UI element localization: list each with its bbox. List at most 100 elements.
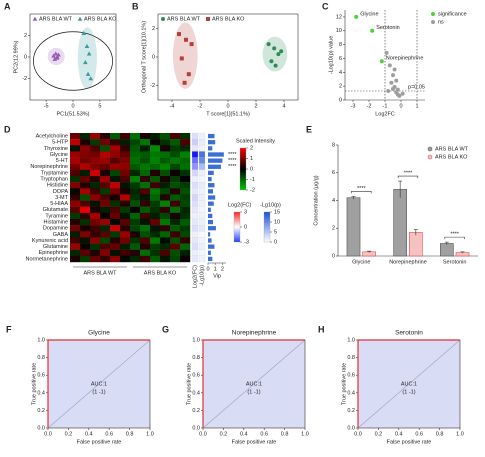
heatmap-cell [70, 188, 81, 195]
point [186, 72, 191, 77]
heatmap-cell [90, 182, 101, 189]
heatmap-cell [140, 255, 151, 263]
heatmap-cell [100, 212, 111, 220]
heatmap-cell [100, 219, 111, 226]
vip-bar [208, 133, 215, 139]
chart-title: Glycine [88, 330, 110, 337]
column-label: -Lg10(p) [199, 265, 205, 286]
heatmap-cell [120, 157, 131, 164]
heatmap-cell [110, 243, 121, 250]
x-tick-label: 0.2 [375, 431, 383, 437]
heatmap-cell [100, 139, 111, 146]
x-tick-label: 0.8 [281, 431, 289, 437]
heatmap-cell [100, 249, 111, 257]
heatmap-cell [100, 200, 111, 207]
heatmap-cell [160, 194, 171, 201]
heatmap-cell [160, 157, 171, 164]
x-tick-label: 2 [254, 103, 257, 109]
p-cell [198, 194, 206, 201]
colorbar-tick-label: 15 [274, 209, 280, 215]
heatmap-cell [100, 188, 111, 195]
heatmap-cell [140, 169, 151, 177]
significance-label: **** [450, 232, 459, 238]
heatmap-cell [140, 163, 151, 171]
heatmap-cell [130, 225, 141, 232]
heatmap-cell [120, 200, 131, 207]
heatmap-cell [170, 182, 181, 189]
heatmap-cell [130, 243, 141, 250]
heatmap-cell [140, 231, 151, 238]
heatmap-cell [80, 163, 91, 171]
point [189, 42, 194, 47]
heatmap-cell [70, 139, 81, 146]
heatmap-cell [160, 249, 171, 257]
y-tick-label: 0.2 [347, 408, 355, 414]
x-tick-label: 0.0 [44, 431, 52, 437]
y-axis-label: PC2(12.99%) [13, 40, 19, 73]
heatmap-cell [180, 133, 191, 140]
heatmap-cell [170, 176, 181, 183]
heatmap-cell [160, 225, 171, 232]
heatmap-cell [80, 194, 91, 201]
x-tick-label: Glycine [352, 259, 370, 265]
colorbar-title: Scaled Intensity [236, 138, 275, 144]
y-tick-label: 4 [339, 70, 342, 76]
legend-marker [427, 146, 433, 152]
legend-label: ARS BLA KO [212, 16, 245, 22]
heatmap-cell [120, 145, 131, 152]
p-cell [198, 218, 206, 226]
colorbar-tick-label: 0 [250, 166, 253, 172]
heatmap-cell [150, 133, 161, 140]
row-label: Glutamine [43, 244, 68, 250]
row-label: Acetylcholine [36, 134, 68, 140]
point-label: Serotonin [376, 25, 400, 31]
fc-cell [191, 188, 199, 195]
point-label: Glycine [360, 11, 378, 17]
colorbar-tick-label: 0 [274, 239, 277, 245]
heatmap-cell [120, 219, 131, 226]
point [370, 28, 375, 33]
p-cell [198, 237, 206, 244]
point [397, 93, 402, 98]
legend-label: ARS BLA KO [84, 16, 117, 22]
point [182, 80, 187, 85]
y-tick-label: 0.8 [192, 355, 200, 361]
heatmap-cell [160, 237, 171, 244]
row-label: Glycine [50, 152, 68, 158]
significance-label: **** [228, 152, 237, 158]
heatmap-cell [90, 212, 101, 220]
y-tick-label: 0.8 [37, 355, 45, 361]
heatmap-cell [180, 243, 191, 250]
heatmap-cell [150, 255, 161, 263]
heatmap-cell [180, 237, 191, 244]
row-label: Thyroxine [44, 146, 68, 152]
row-label: 5-HTP [52, 140, 68, 146]
fc-cell [191, 231, 199, 238]
row-label: Tryptophan [40, 177, 68, 183]
fc-cell [191, 255, 199, 263]
heatmap-cell [180, 219, 191, 226]
point [392, 84, 397, 89]
heatmap-cell [90, 157, 101, 164]
heatmap-cell [100, 157, 111, 164]
heatmap-cell [180, 249, 191, 257]
heatmap-cell [110, 188, 121, 195]
heatmap-cell [130, 157, 141, 164]
point [272, 46, 277, 51]
heatmap-cell [150, 151, 161, 158]
vip-tick-label: 2 [221, 266, 224, 272]
legend-label: ARS BLA WT [167, 16, 201, 22]
point [88, 76, 94, 81]
heatmap-cell [160, 188, 171, 195]
vip-bar [208, 158, 223, 163]
heatmap-cell [110, 225, 121, 232]
legend-marker [206, 17, 211, 21]
heatmap-cell [140, 225, 151, 232]
heatmap-cell [100, 237, 111, 244]
x-tick-label: 0.4 [395, 431, 403, 437]
y-axis-label: -Log10(p) value [328, 36, 334, 75]
p-cell [198, 255, 206, 263]
heatmap-cell [170, 169, 181, 177]
heatmap-cell [150, 169, 161, 177]
heatmap-cell [90, 219, 101, 226]
